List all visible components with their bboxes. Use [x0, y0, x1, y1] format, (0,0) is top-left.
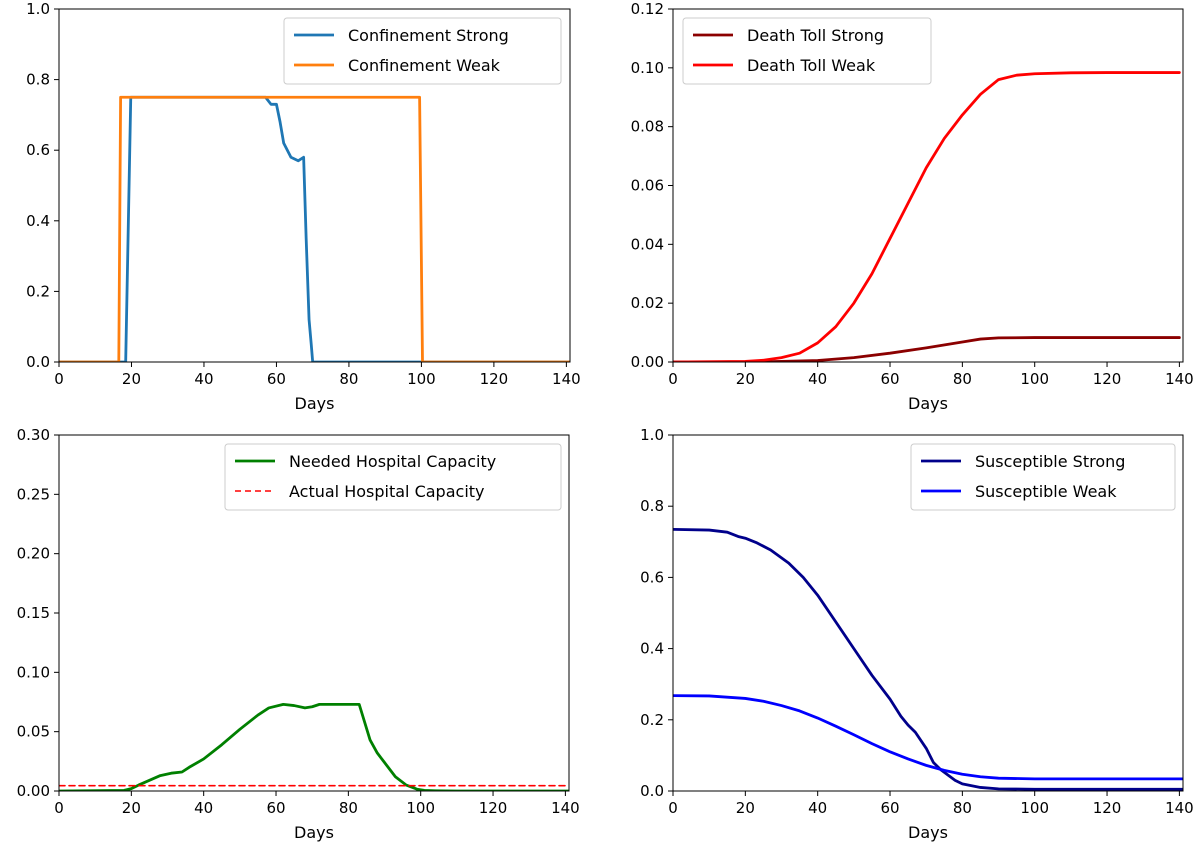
y-tick-label: 0.20 [17, 545, 50, 563]
chart-panel-3: 0 20 40 60 80 100 120 140 0.00 0.05 0.10 0.15 0.20 0.… [17, 426, 580, 842]
y-tick-label: 0.00 [631, 353, 664, 371]
series-group [673, 527, 1183, 791]
y-tick-label: 0.8 [26, 71, 50, 89]
y-tick-label: 0.2 [640, 711, 664, 729]
y-tick-label: 0.6 [640, 568, 664, 586]
x-tick-label: 120 [1093, 799, 1122, 817]
legend-entry-label: Death Toll Strong [747, 26, 884, 45]
y-tick-label: 0.04 [631, 235, 664, 253]
x-tick-label: 60 [266, 799, 285, 817]
series-line-confinement-strong [59, 95, 570, 362]
y-tick-label: 0.25 [17, 485, 50, 503]
x-tick-label: 120 [480, 370, 509, 388]
legend-box [910, 443, 1176, 511]
x-tick-label: 100 [1020, 370, 1049, 388]
axes-frame [58, 8, 571, 363]
x-tick-label: 40 [194, 799, 213, 817]
x-tick-label: 60 [267, 370, 286, 388]
legend-entry-label: Needed Hospital Capacity [289, 452, 496, 471]
x-tick-label: 80 [953, 370, 972, 388]
y-tick-label: 0.05 [17, 723, 50, 741]
legend-entry-label: Susceptible Weak [975, 482, 1117, 501]
legend: Death Toll Strong Death Toll Weak [682, 17, 932, 85]
y-tick-label: 0.0 [640, 782, 664, 800]
y-tick-label: 0.0 [26, 353, 50, 371]
x-tick-label: 0 [668, 370, 678, 388]
y-tick-label: 0.2 [26, 282, 50, 300]
x-tick-label: 60 [880, 370, 899, 388]
x-tick-label: 100 [1020, 799, 1049, 817]
x-tick-label: 120 [479, 799, 508, 817]
x-tick-label: 20 [122, 370, 141, 388]
y-tick-label: 1.0 [640, 426, 664, 444]
axes-frame [672, 434, 1184, 792]
x-tick-label: 120 [1093, 370, 1122, 388]
x-tick-label: 0 [54, 370, 64, 388]
x-tick-label: 40 [808, 370, 827, 388]
series-group [59, 702, 569, 791]
chart-panel-4: 0 20 40 60 80 100 120 140 0.0 0.2 0.4 0.6 0.8 1.0 Days… [640, 426, 1194, 842]
y-tick-label: 0.10 [17, 663, 50, 681]
x-axis-label: Days [294, 823, 334, 842]
legend: Susceptible Strong Susceptible Weak [910, 443, 1176, 511]
x-tick-label: 40 [808, 799, 827, 817]
y-tick-label: 0.4 [26, 212, 50, 230]
legend-box [224, 443, 562, 511]
legend-entry-label: Confinement Weak [348, 56, 501, 75]
y-tick-label: 0.8 [640, 497, 664, 515]
legend-box [682, 17, 932, 85]
series-line-confinement-weak [59, 95, 570, 362]
x-tick-label: 0 [668, 799, 678, 817]
series-line-needed-hospital-capacity [59, 702, 569, 791]
x-tick-label: 80 [339, 799, 358, 817]
series-group [673, 71, 1181, 362]
series-group [59, 95, 570, 362]
legend-box [283, 17, 562, 85]
x-tick-label: 140 [1165, 370, 1194, 388]
x-tick-label: 20 [736, 799, 755, 817]
y-tick-label: 0.4 [640, 640, 664, 658]
x-tick-label: 80 [953, 799, 972, 817]
x-tick-label: 60 [880, 799, 899, 817]
legend-entry-label: Confinement Strong [348, 26, 509, 45]
y-tick-label: 0.08 [631, 118, 664, 136]
x-tick-label: 20 [122, 799, 141, 817]
x-tick-label: 0 [54, 799, 64, 817]
legend: Confinement Strong Confinement Weak [283, 17, 562, 85]
y-tick-label: 0.6 [26, 141, 50, 159]
legend-entry-label: Death Toll Weak [747, 56, 876, 75]
y-tick-label: 0.02 [631, 294, 664, 312]
series-line-death-toll-weak [673, 71, 1181, 362]
y-tick-label: 0.10 [631, 59, 664, 77]
x-tick-label: 100 [407, 370, 436, 388]
x-axis-label: Days [295, 394, 335, 413]
x-axis-label: Days [908, 823, 948, 842]
x-tick-label: 140 [552, 370, 581, 388]
series-line-death-toll-strong [673, 336, 1181, 362]
legend: Needed Hospital Capacity Actual Hospital … [224, 443, 562, 511]
y-tick-label: 0.00 [17, 782, 50, 800]
x-axis-label: Days [908, 394, 948, 413]
y-tick-label: 0.06 [631, 177, 664, 195]
x-tick-label: 40 [194, 370, 213, 388]
y-tick-label: 0.12 [631, 0, 664, 18]
legend-entry-label: Susceptible Strong [975, 452, 1125, 471]
legend-entry-label: Actual Hospital Capacity [289, 482, 485, 501]
chart-panel-2: 0 20 40 60 80 100 120 140 0.00 0.02 0.04 0.06 0.08 0.… [631, 0, 1194, 413]
y-tick-label: 0.15 [17, 604, 50, 622]
x-tick-label: 140 [551, 799, 580, 817]
series-line-susceptible-weak [673, 694, 1183, 781]
y-tick-label: 0.30 [17, 426, 50, 444]
x-tick-label: 140 [1165, 799, 1194, 817]
series-line-susceptible-strong [673, 527, 1183, 791]
x-tick-label: 100 [406, 799, 435, 817]
chart-panel-1: 0 20 40 60 80 100 120 140 0.0 0.2 0.4 0.6 0.8 1.0 Days… [26, 0, 581, 413]
x-tick-label: 20 [736, 370, 755, 388]
x-tick-label: 80 [339, 370, 358, 388]
y-tick-label: 1.0 [26, 0, 50, 18]
